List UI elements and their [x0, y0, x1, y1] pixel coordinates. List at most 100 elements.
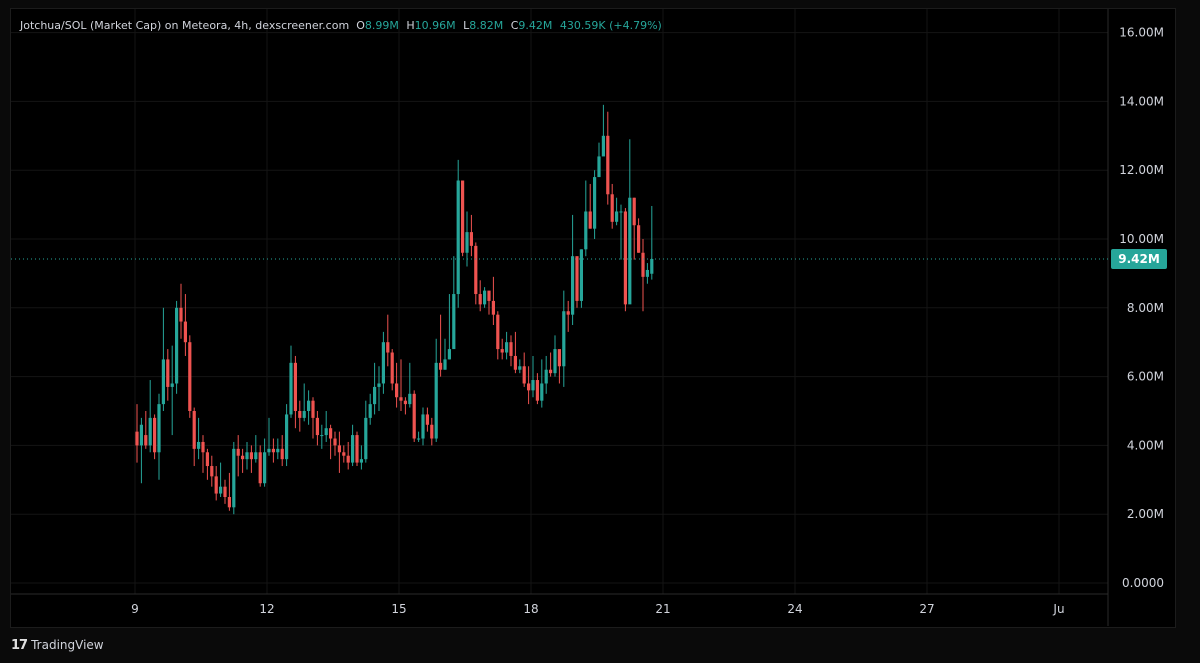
candle-body	[535, 380, 539, 401]
candle-body	[637, 225, 641, 253]
x-tick-label: 12	[259, 602, 274, 616]
chart-panel[interactable]	[10, 8, 1176, 628]
candle-body	[320, 435, 324, 437]
candle-body	[430, 424, 434, 439]
candle-body	[311, 400, 315, 418]
candle-body	[544, 369, 548, 384]
candle-body	[271, 448, 275, 453]
candle-body	[254, 452, 258, 460]
candle-body	[377, 383, 381, 387]
candle-body	[135, 431, 139, 446]
candle-body	[500, 349, 504, 353]
candle-body	[562, 311, 566, 367]
legend-open-label: O	[356, 19, 365, 32]
candle-body	[368, 404, 372, 418]
candle-body	[469, 232, 473, 246]
candle-body	[258, 452, 262, 484]
y-tick-label: 10.00M	[1119, 232, 1164, 246]
candle-body	[597, 156, 601, 178]
candle-body	[188, 342, 192, 411]
candle-body	[610, 194, 614, 222]
candle-body	[289, 362, 293, 415]
candle-body	[456, 180, 460, 295]
y-tick-label: 14.00M	[1119, 94, 1164, 108]
chart-legend: Jotchua/SOL (Market Cap) on Meteora, 4h,…	[20, 19, 662, 32]
candle-body	[579, 249, 583, 301]
candle-body	[557, 349, 561, 367]
candle-body	[179, 307, 183, 322]
candle-body	[474, 245, 478, 295]
legend-close-value: 9.42M	[518, 19, 553, 32]
candle-body	[632, 197, 636, 226]
legend-title: Jotchua/SOL (Market Cap) on Meteora, 4h,…	[20, 19, 350, 32]
candles-layer	[135, 104, 654, 515]
candle-body	[276, 448, 280, 453]
candle-body	[364, 417, 368, 460]
candle-body	[232, 448, 236, 508]
candle-body	[509, 342, 513, 356]
candle-body	[417, 438, 421, 440]
y-tick-label: 8.00M	[1127, 301, 1164, 315]
candle-body	[201, 441, 205, 453]
candle-body	[478, 294, 482, 305]
candle-body	[219, 486, 223, 494]
candle-body	[641, 252, 645, 277]
candle-body	[491, 300, 495, 315]
candle-body	[461, 180, 465, 253]
candle-body	[540, 383, 544, 401]
candle-body	[395, 383, 399, 398]
candle-body	[645, 269, 649, 277]
candle-body	[505, 342, 509, 353]
candle-body	[144, 435, 148, 446]
candle-body	[443, 359, 447, 370]
candle-body	[390, 352, 394, 384]
candle-body	[439, 362, 443, 370]
candle-body	[593, 177, 597, 229]
candle-body	[183, 321, 187, 343]
tradingview-logo-icon: 17	[11, 637, 28, 653]
candle-body	[236, 448, 240, 456]
candle-body	[522, 366, 526, 384]
candle-body	[575, 256, 579, 301]
candle-body	[161, 359, 165, 405]
candle-body	[386, 342, 390, 353]
candle-body	[623, 211, 627, 305]
x-tick-label: 18	[523, 602, 538, 616]
candle-body	[355, 435, 359, 463]
candle-body	[324, 428, 328, 436]
legend-close-label: C	[510, 19, 519, 32]
candle-body	[531, 380, 535, 391]
candle-body	[139, 424, 143, 446]
candle-body	[157, 404, 161, 453]
candle-body	[307, 400, 311, 411]
candle-body	[170, 383, 174, 387]
candle-body	[513, 355, 517, 370]
candle-body	[302, 411, 306, 418]
grid-lines	[11, 9, 1108, 594]
candle-body	[425, 414, 429, 425]
candle-body	[408, 393, 412, 405]
x-tick-label: 15	[391, 602, 406, 616]
candle-body	[333, 438, 337, 446]
candle-body	[214, 476, 218, 494]
y-tick-label: 6.00M	[1127, 370, 1164, 384]
candle-body	[615, 211, 619, 222]
candle-body	[337, 445, 341, 453]
candle-body	[412, 393, 416, 439]
candle-body	[584, 211, 588, 250]
candle-body	[373, 386, 377, 405]
candle-body	[359, 459, 363, 463]
candle-body	[175, 307, 179, 384]
candle-body	[166, 359, 170, 387]
candle-body	[628, 197, 632, 305]
x-tick-label: 24	[787, 602, 802, 616]
y-tick-label: 2.00M	[1127, 507, 1164, 521]
candle-body	[285, 414, 289, 460]
candle-body	[263, 452, 267, 484]
candle-body	[496, 314, 500, 350]
tradingview-brand[interactable]: 17 TradingView	[11, 636, 104, 654]
candle-body	[342, 452, 346, 456]
candle-body	[549, 369, 553, 374]
legend-high-label: H	[406, 19, 415, 32]
